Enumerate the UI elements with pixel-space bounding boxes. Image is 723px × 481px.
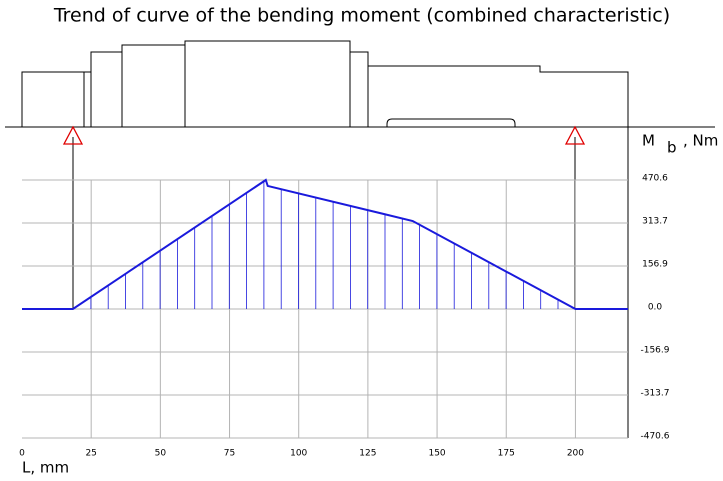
shaft-drawing: [5, 40, 715, 128]
y-tick-label: -313.7: [640, 388, 669, 398]
x-tick-label: 50: [155, 449, 167, 459]
y-tick-label: 470.6: [642, 174, 668, 184]
y-tick-label: 313.7: [642, 217, 668, 227]
y-label: M: [642, 132, 655, 150]
x-tick-label: 0: [19, 449, 25, 459]
y-tick-label: 156.9: [642, 259, 668, 269]
x-tick-label: 150: [428, 449, 445, 459]
y-tick-label: 0.0: [648, 303, 663, 313]
y-label-subscript: b: [667, 139, 677, 157]
x-label: L, mm: [22, 459, 69, 477]
chart-title: Trend of curve of the bending moment (co…: [53, 5, 670, 27]
y-label-unit: , Nm: [683, 132, 718, 150]
x-tick-label: 25: [85, 449, 96, 459]
x-tick-label: 100: [290, 449, 307, 459]
curve: [22, 178, 628, 310]
y-tick-label: -156.9: [640, 346, 669, 356]
y-tick-label: -470.6: [640, 432, 669, 442]
x-tick-label: 200: [567, 449, 584, 459]
x-tick-label: 125: [359, 449, 376, 459]
x-tick-label: 175: [498, 449, 515, 459]
x-tick-label: 75: [224, 449, 235, 459]
